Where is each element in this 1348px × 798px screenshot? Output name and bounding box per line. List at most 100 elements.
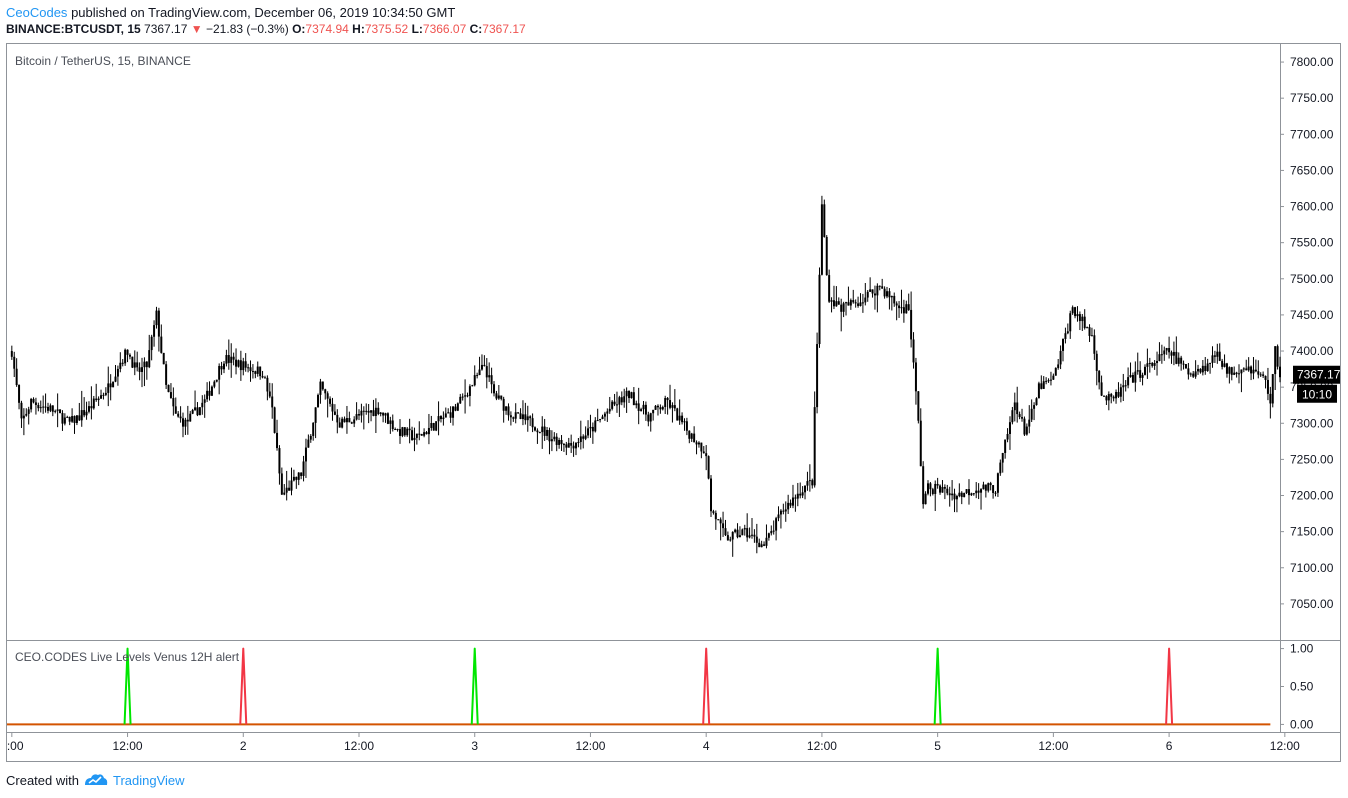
tradingview-link[interactable]: TradingView xyxy=(112,772,185,788)
candle-body xyxy=(1223,363,1226,367)
candle-body xyxy=(493,384,496,394)
candle-body xyxy=(654,405,657,410)
candle-body xyxy=(507,406,510,416)
candle-body xyxy=(683,421,686,423)
candle-body xyxy=(1247,366,1250,371)
candle-body xyxy=(866,291,869,298)
candle-body xyxy=(1016,402,1019,415)
candle-body xyxy=(398,429,401,436)
candle-body xyxy=(1211,355,1214,363)
candle-body xyxy=(914,362,917,392)
candle-body xyxy=(550,439,553,442)
candle-body xyxy=(830,300,833,302)
candle-body xyxy=(1228,367,1231,374)
candle-body xyxy=(126,349,129,355)
candle-body xyxy=(278,448,281,474)
candle-body xyxy=(1088,327,1091,336)
candle-body xyxy=(133,362,136,368)
candle-body xyxy=(345,418,348,423)
candle-body xyxy=(75,415,78,424)
candle-body xyxy=(941,487,944,493)
candle-body xyxy=(661,407,664,410)
candle-body xyxy=(620,397,623,403)
author-link[interactable]: CeoCodes xyxy=(6,5,68,20)
candle-body xyxy=(1242,368,1245,370)
candle-body xyxy=(114,376,117,382)
candle-body xyxy=(526,416,529,421)
candle-body xyxy=(68,416,71,422)
high-label: H: xyxy=(352,22,365,36)
candle-body xyxy=(546,429,549,436)
candle-body xyxy=(464,395,467,397)
candle-body xyxy=(177,413,180,417)
candle-body xyxy=(760,544,763,548)
candle-body xyxy=(1206,363,1209,372)
candle-body xyxy=(603,413,606,417)
candle-body xyxy=(20,402,23,419)
price-tick-label: 7150.00 xyxy=(1290,525,1334,539)
candle-body xyxy=(753,534,756,537)
chart-canvas[interactable]: 7050.00 7100.00 7150.00 7200.00 7250.00 7300.… xyxy=(7,44,1340,761)
candle-body xyxy=(579,436,582,443)
candle-body xyxy=(1158,354,1161,361)
candle-body xyxy=(980,489,983,493)
candle-body xyxy=(210,386,213,396)
candle-body xyxy=(524,414,527,421)
candle-body xyxy=(1221,360,1224,367)
candle-body xyxy=(280,473,283,495)
candle-body xyxy=(664,398,667,408)
candle-body xyxy=(1090,335,1093,337)
candle-body xyxy=(922,466,925,505)
candle-body xyxy=(1013,402,1016,411)
candle-body xyxy=(1153,363,1156,366)
candle-body xyxy=(485,366,488,378)
candle-body xyxy=(755,536,758,543)
candle-body xyxy=(644,404,647,415)
price-tick-label: 7750.00 xyxy=(1290,91,1334,105)
candle-body xyxy=(83,410,86,416)
candle-body xyxy=(893,295,896,304)
candle-body xyxy=(538,432,541,434)
candle-body xyxy=(543,426,546,436)
candle-body xyxy=(813,407,816,486)
candle-body xyxy=(358,414,361,416)
candle-body xyxy=(1160,354,1163,356)
candle-body xyxy=(1233,372,1236,375)
candle-body xyxy=(1102,395,1105,397)
candle-body xyxy=(948,493,951,496)
price-tick-label: 7600.00 xyxy=(1290,200,1334,214)
candle-body xyxy=(572,445,575,449)
candle-body xyxy=(996,473,999,493)
candle-body xyxy=(411,430,414,440)
candle-body xyxy=(982,484,985,490)
candle-body xyxy=(295,476,298,480)
candle-body xyxy=(1042,381,1045,389)
candle-body xyxy=(842,303,845,312)
last-price-tag xyxy=(1293,365,1340,384)
candle-body xyxy=(1119,387,1122,397)
candle-body xyxy=(1148,362,1151,364)
candle-body xyxy=(473,375,476,386)
price-change: −21.83 (−0.3%) xyxy=(206,22,289,36)
candle-body xyxy=(478,369,481,376)
ohlc-line: BINANCE:BTCUSDT, 15 7367.17 ▼ −21.83 (−0… xyxy=(6,22,526,36)
chart-frame[interactable]: 7050.00 7100.00 7150.00 7200.00 7250.00 7300.… xyxy=(6,43,1341,762)
candle-body xyxy=(343,418,346,423)
candle-body xyxy=(386,413,389,424)
candle-body xyxy=(784,509,787,512)
candle-body xyxy=(847,302,850,306)
candle-body xyxy=(201,402,204,408)
candle-body xyxy=(1045,380,1048,382)
candle-body xyxy=(635,403,638,406)
candle-body xyxy=(396,429,399,431)
candle-body xyxy=(1172,351,1175,356)
candle-body xyxy=(712,511,715,513)
candle-body xyxy=(917,391,920,421)
candle-body xyxy=(731,531,734,540)
candle-body xyxy=(502,398,505,411)
candle-body xyxy=(374,407,377,417)
candle-body xyxy=(676,408,679,421)
candle-body xyxy=(456,403,459,411)
candle-body xyxy=(509,415,512,418)
candle-body xyxy=(953,493,956,500)
